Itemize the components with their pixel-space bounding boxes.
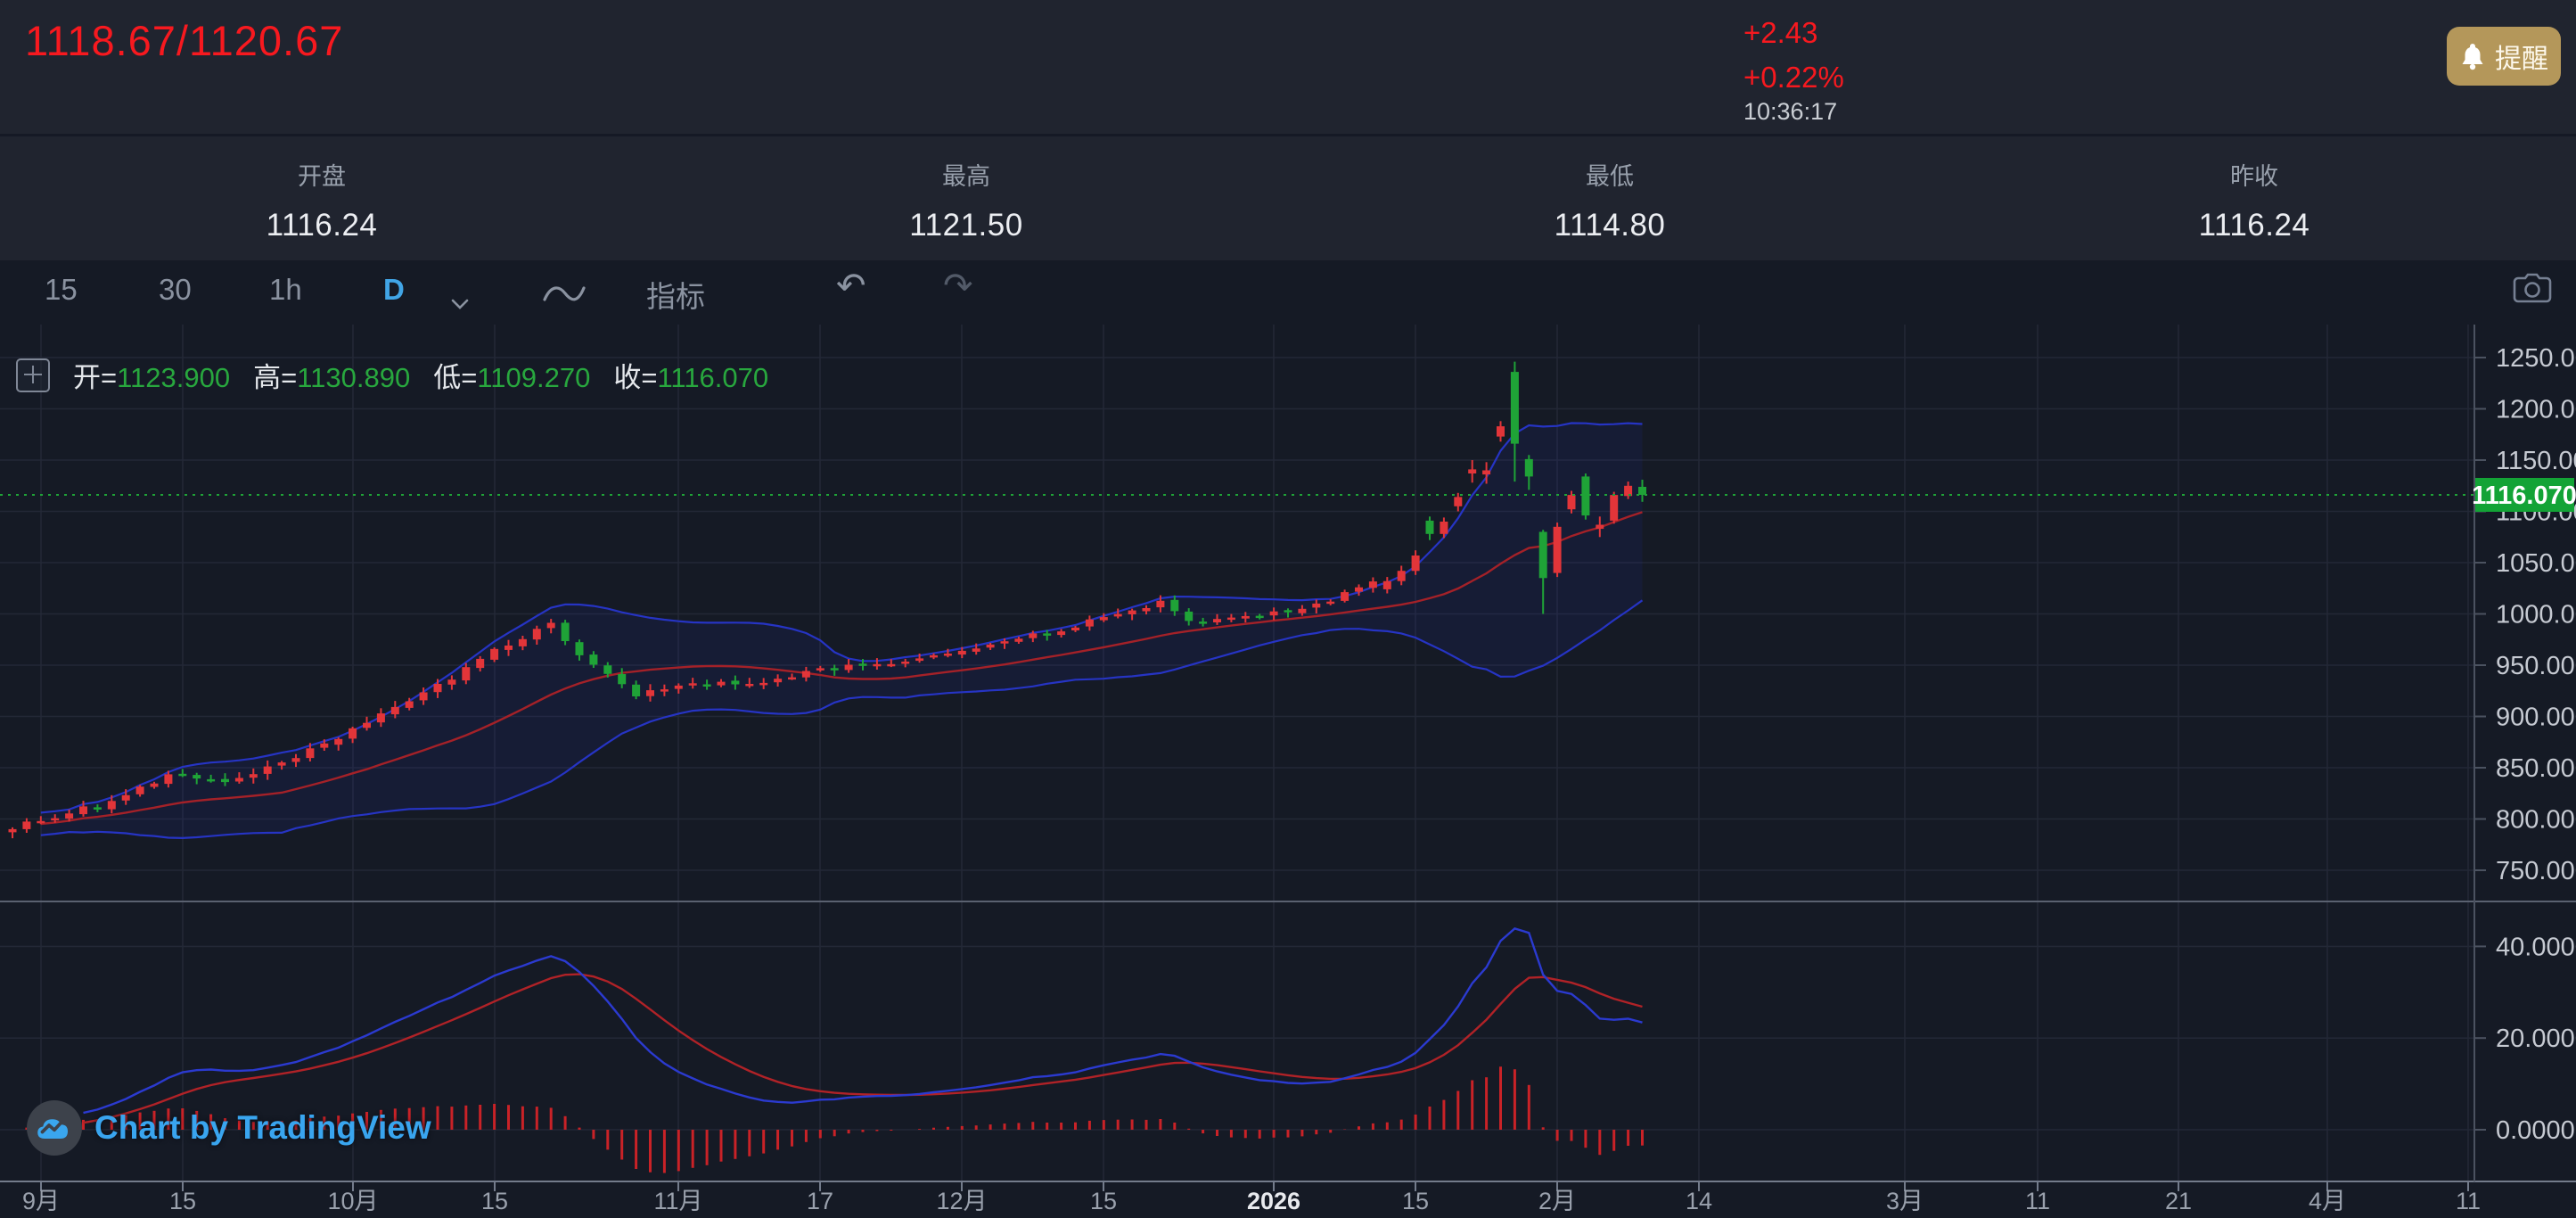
- svg-text:15: 15: [169, 1188, 196, 1214]
- stat-open-label: 开盘: [298, 163, 346, 190]
- stat-prev-close: 昨收 1116.24: [2076, 143, 2432, 243]
- stat-prev-close-label: 昨收: [2230, 163, 2278, 190]
- stat-low-value: 1114.80: [1554, 208, 1666, 243]
- svg-text:14: 14: [1686, 1188, 1712, 1214]
- quote-time: 10:36:17: [1743, 98, 1838, 125]
- quote-change-pct: +0.22%: [1743, 61, 1844, 94]
- svg-text:21: 21: [2165, 1188, 2192, 1214]
- svg-text:11: 11: [2025, 1188, 2050, 1214]
- svg-text:10月: 10月: [327, 1188, 378, 1214]
- quote-change-block: +2.43 +0.22%: [1743, 11, 1844, 100]
- svg-text:800.000: 800.000: [2496, 806, 2576, 835]
- svg-text:850.000: 850.000: [2496, 754, 2576, 783]
- svg-text:1200.000: 1200.000: [2496, 396, 2576, 424]
- stat-prev-close-value: 1116.24: [2198, 208, 2310, 243]
- tradingview-attribution[interactable]: Chart by TradingView: [27, 1100, 431, 1156]
- svg-text:1250.000: 1250.000: [2496, 344, 2576, 373]
- bell-icon: [2462, 44, 2483, 70]
- last-price-tag: [2475, 478, 2574, 512]
- stat-low: 最低 1114.80: [1432, 143, 1788, 243]
- interval-30-button[interactable]: 30: [159, 273, 192, 306]
- stat-open: 开盘 1116.24: [144, 143, 500, 243]
- chart-style-icon[interactable]: [542, 280, 587, 314]
- indicators-button[interactable]: 指标: [646, 280, 705, 313]
- ohlc-stats-row: 开盘 1116.24 最高 1121.50 最低 1114.80 昨收 1116…: [0, 143, 2576, 260]
- svg-text:15: 15: [1090, 1188, 1117, 1214]
- snapshot-camera-icon[interactable]: [2512, 271, 2553, 314]
- svg-text:9月: 9月: [22, 1188, 60, 1214]
- svg-text:20.0000: 20.0000: [2496, 1025, 2576, 1053]
- redo-icon[interactable]: ↷: [943, 267, 973, 306]
- stat-high-value: 1121.50: [909, 208, 1023, 243]
- svg-text:3月: 3月: [1886, 1188, 1924, 1214]
- svg-text:11: 11: [2456, 1188, 2481, 1214]
- alert-button[interactable]: 提醒: [2447, 27, 2561, 86]
- svg-text:0.0000: 0.0000: [2496, 1116, 2575, 1145]
- tradingview-logo-icon: [27, 1100, 82, 1156]
- quote-header: 1118.67/1120.67 +2.43 +0.22% 10:36:17 提醒: [0, 0, 2576, 260]
- legend-source-toggle-icon[interactable]: [16, 358, 50, 392]
- stat-low-label: 最低: [1586, 163, 1634, 190]
- svg-text:2月: 2月: [1538, 1188, 1576, 1214]
- svg-text:40.0000: 40.0000: [2496, 933, 2576, 961]
- svg-text:1000.000: 1000.000: [2496, 601, 2576, 630]
- svg-text:2026: 2026: [1247, 1188, 1300, 1214]
- chart-toolbar: 15 30 1h D 指标 ↶ ↷: [0, 266, 2576, 323]
- svg-text:950.000: 950.000: [2496, 652, 2576, 680]
- quote-change: +2.43: [1743, 16, 1818, 49]
- tradingview-attribution-text: Chart by TradingView: [94, 1109, 431, 1146]
- svg-text:1116.070: 1116.070: [2472, 481, 2576, 510]
- svg-text:12月: 12月: [936, 1188, 987, 1214]
- interval-15-button[interactable]: 15: [45, 273, 78, 306]
- stat-high-label: 最高: [942, 163, 990, 190]
- svg-text:17: 17: [807, 1188, 833, 1214]
- legend-open: 开=1123.900: [73, 362, 231, 393]
- macd-dif-line: [83, 927, 1643, 1115]
- svg-text:900.000: 900.000: [2496, 704, 2576, 732]
- legend-low: 低=1109.270: [433, 362, 591, 393]
- ma-line: [40, 511, 1643, 826]
- ohlc-legend: 开=1123.900 高=1130.890 低=1109.270 收=1116.…: [16, 355, 768, 395]
- stat-open-value: 1116.24: [266, 208, 378, 243]
- undo-icon[interactable]: ↶: [836, 267, 866, 306]
- svg-text:750.000: 750.000: [2496, 857, 2576, 885]
- svg-text:11月: 11月: [653, 1188, 702, 1214]
- interval-dropdown-chevron-icon[interactable]: [450, 284, 470, 317]
- bid-ask-price: 1118.67/1120.67: [25, 17, 344, 64]
- bollinger-band-fill: [40, 423, 1643, 838]
- svg-text:15: 15: [1402, 1188, 1429, 1214]
- interval-d-button[interactable]: D: [383, 273, 405, 306]
- bollinger-lower-line: [40, 599, 1644, 840]
- macd-signal-line: [83, 973, 1643, 1124]
- legend-high: 高=1130.890: [253, 362, 411, 393]
- legend-close: 收=1116.070: [613, 362, 769, 393]
- interval-1h-button[interactable]: 1h: [269, 273, 302, 306]
- svg-text:15: 15: [481, 1188, 508, 1214]
- alert-button-label: 提醒: [2495, 45, 2548, 74]
- header-separator: [0, 134, 2576, 136]
- svg-text:1050.000: 1050.000: [2496, 549, 2576, 578]
- svg-text:4月: 4月: [2309, 1188, 2346, 1214]
- svg-text:1150.000: 1150.000: [2496, 447, 2576, 475]
- stat-high: 最高 1121.50: [788, 143, 1144, 243]
